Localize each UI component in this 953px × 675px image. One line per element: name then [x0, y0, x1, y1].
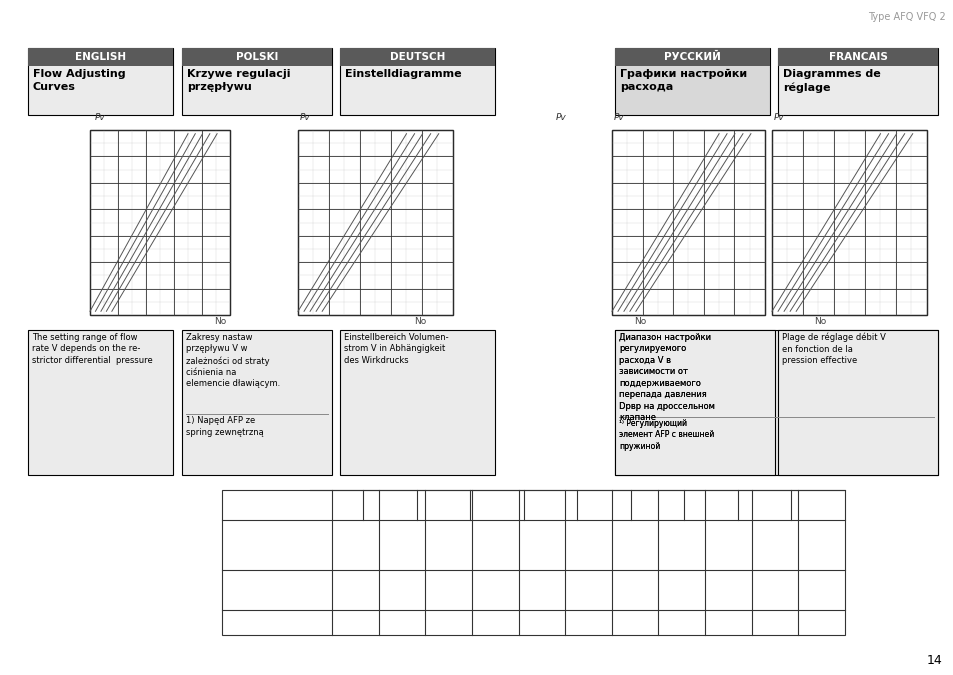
Text: POLSKI: POLSKI	[235, 52, 278, 62]
Text: ¹⁾ Регулирующий
элемент AFP с внешней
пружиной: ¹⁾ Регулирующий элемент AFP с внешней пр…	[618, 419, 714, 451]
FancyBboxPatch shape	[90, 130, 230, 315]
Text: ¹⁾ Регулирующий
элемент AFP с внешней
пружиной: ¹⁾ Регулирующий элемент AFP с внешней пр…	[618, 419, 714, 451]
Text: Plage de réglage débit V
en fonction de la
pression effective: Plage de réglage débit V en fonction de …	[781, 333, 885, 365]
Text: The setting range of flow
rate V depends on the re-
strictor differential  press: The setting range of flow rate V depends…	[32, 333, 152, 365]
FancyBboxPatch shape	[182, 48, 332, 66]
Text: No: No	[213, 317, 226, 326]
FancyBboxPatch shape	[222, 490, 844, 635]
Text: Flow Adjusting
Curves: Flow Adjusting Curves	[33, 69, 126, 92]
Text: Type AFQ VFQ 2: Type AFQ VFQ 2	[867, 12, 945, 22]
Text: Einstelldiagramme: Einstelldiagramme	[345, 69, 461, 79]
FancyBboxPatch shape	[297, 130, 453, 315]
Text: No: No	[633, 317, 645, 326]
Text: Pv: Pv	[95, 113, 106, 122]
Text: No: No	[813, 317, 825, 326]
Text: Einstellbereich Volumen-
strom V in Abhängigkeit
des Wirkdrucks: Einstellbereich Volumen- strom V in Abhä…	[344, 333, 448, 365]
FancyBboxPatch shape	[182, 330, 332, 475]
Text: РУССКИЙ: РУССКИЙ	[663, 52, 720, 62]
Text: Диапазон настройки
регулируемого
расхода V в
зависимости от
поддерживаемого
пере: Диапазон настройки регулируемого расхода…	[618, 333, 714, 422]
Text: Pv: Pv	[556, 113, 566, 122]
FancyBboxPatch shape	[778, 48, 937, 115]
Text: 1) Napęd AFP ze
spring zewnętrzną: 1) Napęd AFP ze spring zewnętrzną	[186, 416, 263, 437]
FancyBboxPatch shape	[612, 130, 764, 315]
FancyBboxPatch shape	[339, 48, 495, 66]
FancyBboxPatch shape	[28, 330, 172, 475]
Text: Zakresy nastaw
przępływu V w
zależności od straty
ciśnienia na
elemencie dławiąc: Zakresy nastaw przępływu V w zależności …	[186, 333, 280, 389]
Text: FRANCAIS: FRANCAIS	[828, 52, 886, 62]
Text: Diagrammes de
réglage: Diagrammes de réglage	[782, 69, 880, 93]
Text: ENGLISH: ENGLISH	[75, 52, 126, 62]
FancyBboxPatch shape	[182, 48, 332, 115]
FancyBboxPatch shape	[339, 48, 495, 115]
FancyBboxPatch shape	[339, 330, 495, 475]
FancyBboxPatch shape	[615, 330, 774, 475]
Text: Krzywe regulacji
przępływu: Krzywe regulacji przępływu	[187, 69, 291, 92]
Text: Pv: Pv	[773, 113, 784, 122]
Text: DEUTSCH: DEUTSCH	[390, 52, 445, 62]
Text: 14: 14	[925, 654, 941, 667]
Text: Графики настройки
расхода: Графики настройки расхода	[619, 69, 746, 92]
Text: Pv: Pv	[614, 113, 624, 122]
FancyBboxPatch shape	[28, 48, 172, 115]
FancyBboxPatch shape	[615, 48, 769, 115]
FancyBboxPatch shape	[771, 130, 926, 315]
FancyBboxPatch shape	[28, 48, 172, 66]
Text: No: No	[414, 317, 426, 326]
Text: Pv: Pv	[299, 113, 311, 122]
FancyBboxPatch shape	[778, 48, 937, 66]
FancyBboxPatch shape	[615, 330, 937, 475]
Text: Диапазон настройки
регулируемого
расхода V в
зависимости от
поддерживаемого
пере: Диапазон настройки регулируемого расхода…	[618, 333, 714, 422]
FancyBboxPatch shape	[615, 48, 769, 66]
FancyBboxPatch shape	[778, 330, 937, 475]
